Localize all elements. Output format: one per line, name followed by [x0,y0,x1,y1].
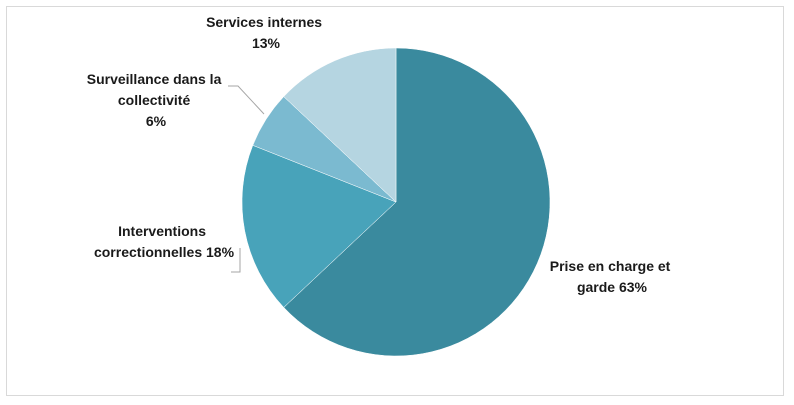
data-label-services-internes: Services internes 13% [206,14,326,51]
pie-slices [241,47,551,357]
pie-slice-interventions-correctionnelles [241,144,397,308]
pie-slice-prise-en-charge-et-garde [283,47,551,357]
data-label-prise-en-charge: Prise en charge et garde 63% [550,258,675,295]
data-label-surveillance: Surveillance dans la collectivité 6% [87,71,226,129]
data-label-interventions: Interventions correctionnelles 18% [94,223,235,260]
pie-slice-services-internes [283,47,397,203]
leader-line-surveillance [228,85,265,115]
leader-line-interventions [231,248,241,273]
